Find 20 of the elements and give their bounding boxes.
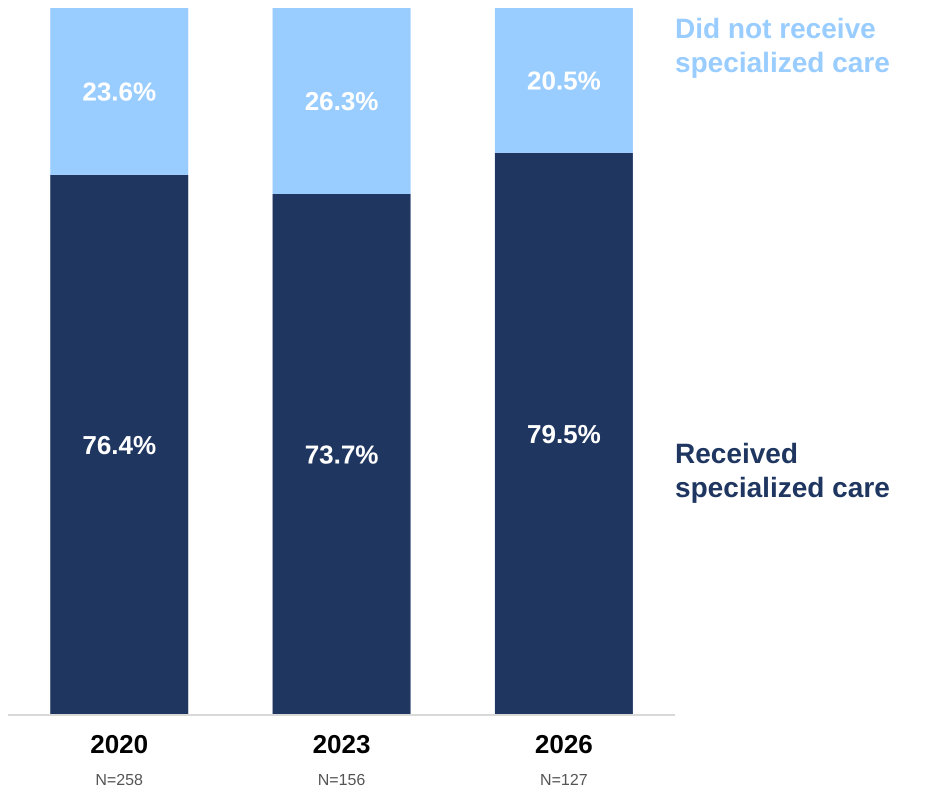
data-label: 73.7%	[304, 439, 378, 470]
bar	[50, 174, 188, 715]
text: N=127	[540, 772, 588, 789]
data-label: 79.5%	[527, 418, 601, 449]
x-tick-label: 2020	[90, 729, 148, 759]
bar	[272, 8, 411, 194]
x-tick-label: 2023	[312, 729, 370, 759]
bar	[494, 152, 633, 715]
data-label: 76.4%	[82, 430, 156, 460]
bar	[494, 8, 633, 153]
series-label: Did not receive specialized care	[675, 12, 891, 80]
series-label: Received specialized care	[675, 437, 891, 505]
data-label: 23.6%	[82, 76, 156, 106]
data-label: 26.3%	[304, 86, 378, 116]
text: N=258	[95, 772, 144, 789]
bar	[272, 194, 411, 715]
data-label: 20.5%	[527, 65, 601, 96]
bar	[50, 8, 188, 175]
text: N=156	[318, 772, 366, 789]
x-tick-label: 2026	[534, 729, 593, 759]
